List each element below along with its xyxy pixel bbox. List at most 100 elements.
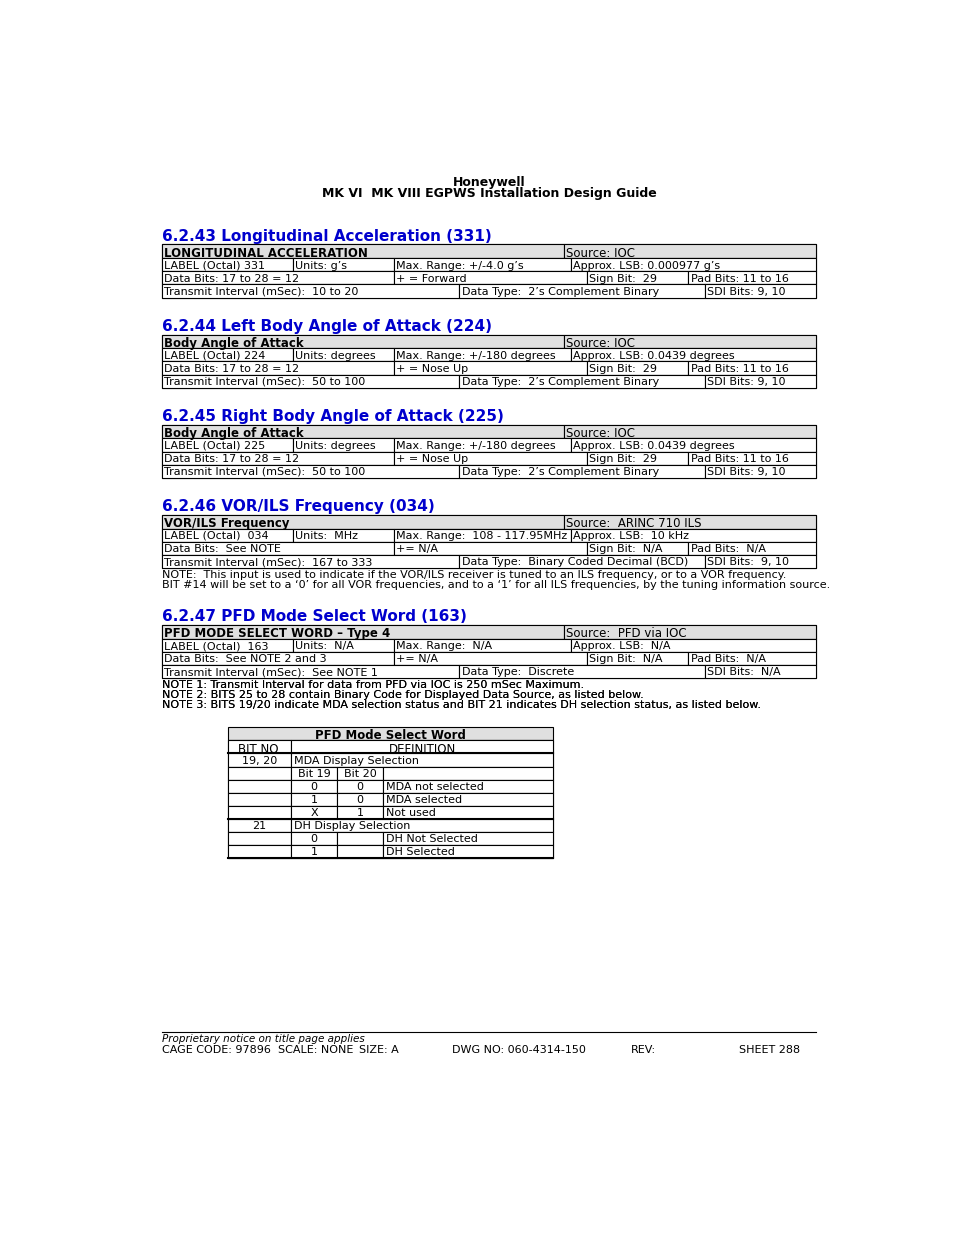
Bar: [704, 664, 815, 678]
Bar: [586, 542, 688, 555]
Bar: [394, 362, 586, 374]
Bar: [162, 374, 815, 388]
Text: NOTE 1: Transmit Interval for data from PFD via IOC is 250 mSec Maximum.: NOTE 1: Transmit Interval for data from …: [162, 680, 583, 690]
Bar: [293, 638, 394, 652]
Text: 21: 21: [253, 821, 266, 831]
Text: PFD Mode Select Word: PFD Mode Select Word: [314, 729, 465, 742]
Bar: [291, 793, 336, 805]
Text: 6.2.43 Longitudinal Acceleration (331): 6.2.43 Longitudinal Acceleration (331): [162, 228, 491, 245]
Bar: [382, 805, 553, 819]
Text: MDA selected: MDA selected: [386, 795, 461, 805]
Text: += N/A: += N/A: [396, 655, 438, 664]
Bar: [704, 284, 815, 298]
Bar: [336, 793, 382, 805]
Text: SIZE: A: SIZE: A: [359, 1045, 399, 1055]
Bar: [336, 767, 382, 779]
Text: Data Bits:  See NOTE: Data Bits: See NOTE: [164, 543, 281, 555]
Bar: [394, 438, 570, 452]
Text: Approx. LSB: 0.0439 degrees: Approx. LSB: 0.0439 degrees: [573, 351, 734, 361]
Text: Pad Bits: 11 to 16: Pad Bits: 11 to 16: [690, 364, 788, 374]
Text: Max. Range:  108 - 117.95MHz: Max. Range: 108 - 117.95MHz: [396, 531, 567, 541]
Text: 1: 1: [311, 795, 317, 805]
Bar: [459, 374, 704, 388]
Bar: [162, 652, 394, 664]
Bar: [228, 727, 553, 740]
Text: Sign Bit:  N/A: Sign Bit: N/A: [589, 543, 662, 555]
Text: Max. Range: +/-180 degrees: Max. Range: +/-180 degrees: [396, 441, 556, 451]
Bar: [162, 529, 293, 542]
Bar: [336, 845, 382, 858]
Text: Transmit Interval (mSec):  167 to 333: Transmit Interval (mSec): 167 to 333: [164, 557, 373, 567]
Text: NOTE 3: BITS 19/20 indicate MDA selection status and BIT 21 indicates DH selecti: NOTE 3: BITS 19/20 indicate MDA selectio…: [162, 700, 760, 710]
Text: DH Display Selection: DH Display Selection: [294, 821, 410, 831]
Text: Sign Bit:  N/A: Sign Bit: N/A: [589, 655, 662, 664]
Bar: [394, 542, 586, 555]
Bar: [228, 767, 553, 779]
Bar: [336, 805, 382, 819]
Bar: [382, 845, 553, 858]
Bar: [394, 348, 570, 362]
Bar: [162, 542, 815, 555]
Bar: [228, 832, 291, 845]
Text: Data Type:  2’s Complement Binary: Data Type: 2’s Complement Binary: [461, 467, 659, 477]
Text: CAGE CODE: 97896: CAGE CODE: 97896: [162, 1045, 271, 1055]
Bar: [459, 284, 704, 298]
Bar: [586, 272, 688, 284]
Bar: [162, 464, 459, 478]
Text: SDI Bits: 9, 10: SDI Bits: 9, 10: [706, 377, 784, 387]
Text: SHEET 288: SHEET 288: [739, 1045, 800, 1055]
Text: LABEL (Octal) 225: LABEL (Octal) 225: [164, 441, 265, 451]
Text: VOR/ILS Frequency: VOR/ILS Frequency: [164, 517, 290, 530]
Bar: [563, 425, 815, 438]
Text: Source:  PFD via IOC: Source: PFD via IOC: [566, 627, 686, 640]
Text: Pad Bits:  N/A: Pad Bits: N/A: [690, 655, 765, 664]
Text: 0: 0: [311, 835, 317, 845]
Text: LABEL (Octal) 331: LABEL (Octal) 331: [164, 261, 265, 270]
Text: Sign Bit:  29: Sign Bit: 29: [589, 364, 657, 374]
Bar: [688, 272, 815, 284]
Bar: [570, 258, 815, 272]
Text: Source: IOC: Source: IOC: [566, 337, 635, 350]
Text: Data Type:  Discrete: Data Type: Discrete: [461, 667, 574, 677]
Text: Body Angle of Attack: Body Angle of Attack: [164, 337, 303, 350]
Text: Pad Bits: 11 to 16: Pad Bits: 11 to 16: [690, 274, 788, 284]
Text: NOTE 1: Transmit Interval for data from PFD via IOC is 250 mSec Maximum.: NOTE 1: Transmit Interval for data from …: [162, 680, 583, 690]
Text: Transmit Interval (mSec):  10 to 20: Transmit Interval (mSec): 10 to 20: [164, 287, 358, 296]
Bar: [382, 767, 553, 779]
Bar: [162, 258, 815, 272]
Bar: [459, 664, 704, 678]
Bar: [563, 335, 815, 348]
Bar: [563, 625, 815, 638]
Bar: [162, 245, 815, 258]
Bar: [162, 374, 459, 388]
Text: NOTE 2: BITS 25 to 28 contain Binary Code for Displayed Data Source, as listed b: NOTE 2: BITS 25 to 28 contain Binary Cod…: [162, 690, 643, 700]
Bar: [586, 652, 688, 664]
Bar: [291, 819, 553, 832]
Text: 1: 1: [356, 808, 363, 818]
Bar: [162, 515, 815, 529]
Bar: [563, 515, 815, 529]
Bar: [228, 793, 291, 805]
Text: Data Bits: 17 to 28 = 12: Data Bits: 17 to 28 = 12: [164, 364, 299, 374]
Text: Transmit Interval (mSec):  50 to 100: Transmit Interval (mSec): 50 to 100: [164, 377, 365, 387]
Text: 6.2.47 PFD Mode Select Word (163): 6.2.47 PFD Mode Select Word (163): [162, 609, 466, 625]
Text: MDA Display Selection: MDA Display Selection: [294, 756, 418, 766]
Text: Data Bits:  See NOTE 2 and 3: Data Bits: See NOTE 2 and 3: [164, 655, 327, 664]
Text: LABEL (Octal)  163: LABEL (Octal) 163: [164, 641, 269, 651]
Text: Max. Range: +/-180 degrees: Max. Range: +/-180 degrees: [396, 351, 556, 361]
Bar: [293, 258, 394, 272]
Text: Not used: Not used: [386, 808, 436, 818]
Text: LONGITUDINAL ACCELERATION: LONGITUDINAL ACCELERATION: [164, 247, 368, 259]
Text: Max. Range:  N/A: Max. Range: N/A: [396, 641, 492, 651]
Text: 0: 0: [311, 782, 317, 792]
Text: DH Selected: DH Selected: [386, 847, 455, 857]
Bar: [688, 542, 815, 555]
Bar: [586, 362, 688, 374]
Bar: [228, 819, 553, 832]
Bar: [228, 767, 291, 779]
Bar: [228, 740, 291, 753]
Text: + = Nose Up: + = Nose Up: [396, 454, 468, 464]
Text: NOTE:  This input is used to indicate if the VOR/ILS receiver is tuned to an ILS: NOTE: This input is used to indicate if …: [162, 571, 785, 580]
Bar: [162, 452, 815, 464]
Bar: [704, 555, 815, 568]
